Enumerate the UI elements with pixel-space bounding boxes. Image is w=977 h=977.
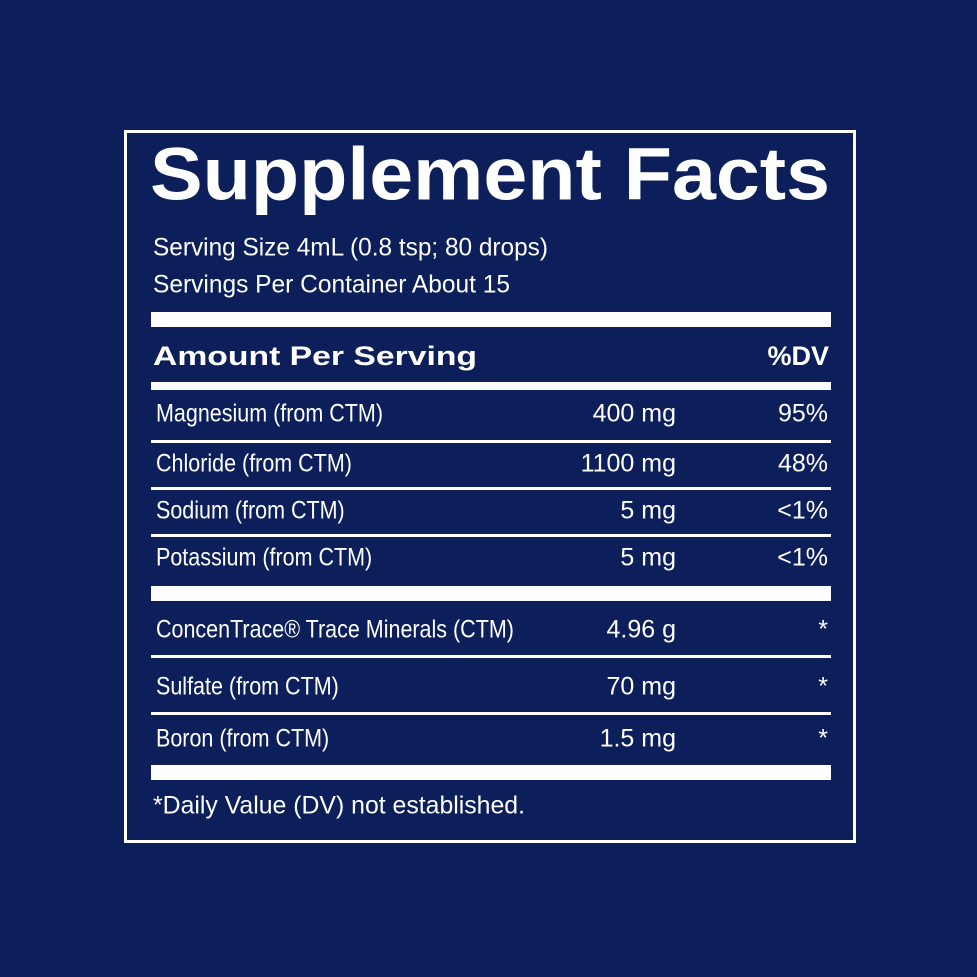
- thin-rule: [151, 534, 831, 537]
- thin-rule: [151, 712, 831, 715]
- servings-per-container: Servings Per Container About 15: [153, 271, 510, 299]
- daily-value: <1%: [777, 544, 828, 572]
- amount: 5 mg: [620, 497, 676, 525]
- daily-value: *: [818, 673, 828, 701]
- amount: 70 mg: [607, 673, 676, 701]
- nutrient-name: Boron (from CTM): [156, 725, 329, 753]
- nutrient-name: Potassium (from CTM): [156, 544, 372, 572]
- label-border: [124, 130, 856, 843]
- daily-value: 95%: [778, 400, 828, 428]
- thick-rule: [151, 765, 831, 780]
- daily-value: *: [818, 725, 828, 753]
- column-header: %DV: [767, 341, 829, 371]
- nutrient-name: Sulfate (from CTM): [156, 673, 339, 701]
- rows: Magnesium (from CTM) 400 mg 95% Chloride (f…: [156, 400, 828, 753]
- title: Supplement Facts: [150, 133, 830, 216]
- amount: 1100 mg: [581, 450, 676, 478]
- column-header: Amount Per Serving: [153, 341, 477, 371]
- nutrient-name: ConcenTrace® Trace Minerals (CTM): [156, 616, 514, 644]
- thick-rule: [151, 312, 831, 327]
- nutrient-name: Chloride (from CTM): [156, 450, 352, 478]
- daily-value: *: [818, 616, 828, 644]
- daily-value: <1%: [777, 497, 828, 525]
- thin-rule: [151, 487, 831, 490]
- daily-value: 48%: [778, 450, 828, 478]
- serving-size: Serving Size 4mL (0.8 tsp; 80 drops): [153, 234, 548, 262]
- medium-rule: [151, 382, 831, 390]
- footnote: *Daily Value (DV) not established.: [153, 792, 525, 820]
- thin-rule: [151, 440, 831, 443]
- thick-rule: [151, 586, 831, 601]
- amount: 5 mg: [620, 544, 676, 572]
- nutrient-name: Magnesium (from CTM): [156, 400, 383, 428]
- amount: 400 mg: [593, 400, 676, 428]
- amount: 4.96 g: [606, 616, 676, 644]
- thin-rule: [151, 655, 831, 658]
- nutrient-name: Sodium (from CTM): [156, 497, 345, 525]
- amount: 1.5 mg: [600, 725, 676, 753]
